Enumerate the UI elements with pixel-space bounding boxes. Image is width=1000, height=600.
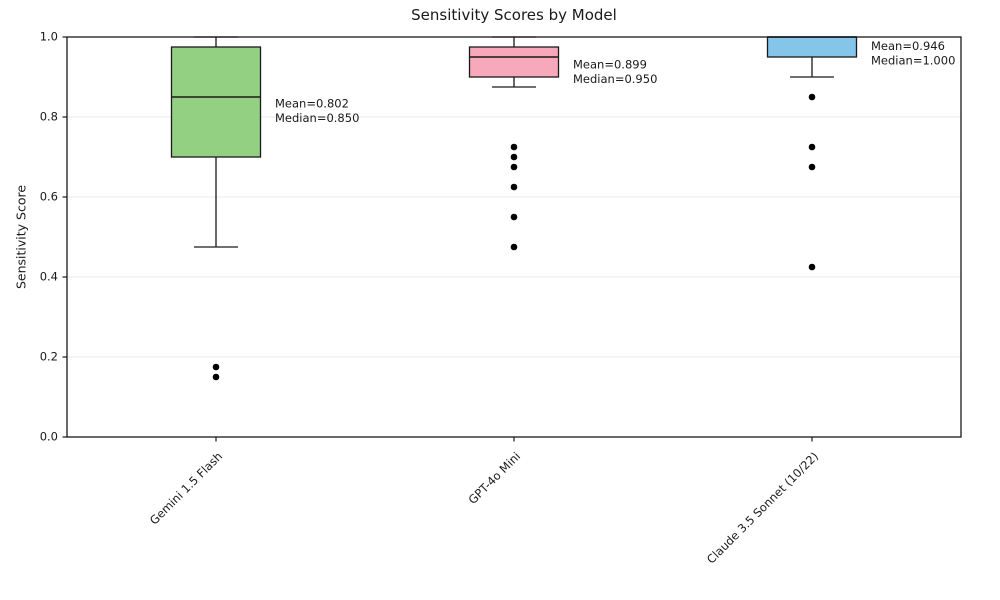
stats-annotation: Median=1.000 <box>871 53 955 67</box>
chart-title: Sensitivity Scores by Model <box>411 6 617 24</box>
y-tick-label: 0.6 <box>40 190 58 204</box>
outlier-point <box>510 143 518 151</box>
y-tick-label: 0.8 <box>40 110 58 124</box>
box-claude-3-5-sonnet-10-22- <box>766 36 858 58</box>
stats-annotation: Mean=0.946 <box>871 39 945 53</box>
outlier-point <box>808 163 816 171</box>
stats-annotation: Median=0.950 <box>573 72 657 86</box>
outlier-point <box>510 153 518 161</box>
x-tick-label: GPT-4o Mini <box>465 449 523 507</box>
outlier-point <box>808 263 816 271</box>
outlier-point <box>212 373 220 381</box>
outlier-point <box>510 213 518 221</box>
outlier-point <box>510 163 518 171</box>
y-tick-label: 1.0 <box>40 30 58 44</box>
axes-spines <box>66 36 962 438</box>
box-gemini-1-5-flash <box>170 46 262 158</box>
outlier-point <box>808 93 816 101</box>
box-gpt-4o-mini <box>468 46 560 78</box>
outlier-point <box>212 363 220 371</box>
outlier-point <box>808 143 816 151</box>
x-tick-label: Claude 3.5 Sonnet (10/22) <box>704 449 821 566</box>
stats-annotation: Mean=0.899 <box>573 58 647 72</box>
y-tick-label: 0.0 <box>40 430 58 444</box>
stats-annotation: Mean=0.802 <box>275 96 349 110</box>
x-tick-label: Gemini 1.5 Flash <box>147 449 225 527</box>
y-tick-label: 0.4 <box>40 270 58 284</box>
stats-annotation: Median=0.850 <box>275 111 359 125</box>
outlier-point <box>510 183 518 191</box>
outlier-point <box>510 243 518 251</box>
y-tick-label: 0.2 <box>40 350 58 364</box>
